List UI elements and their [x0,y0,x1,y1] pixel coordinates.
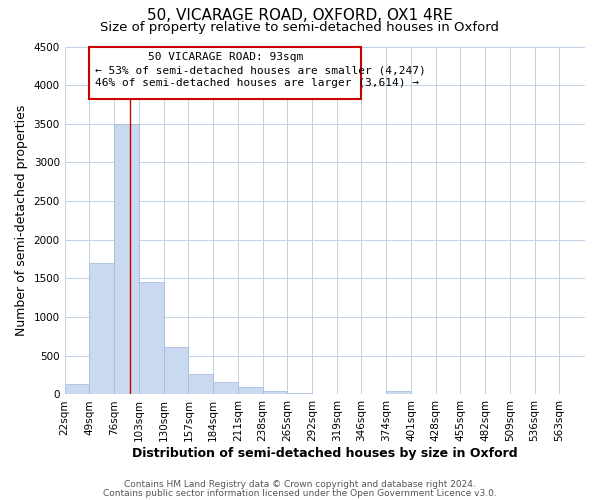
Bar [65,384,89,394]
Bar [188,374,213,394]
Bar [238,388,263,394]
Text: 50, VICARAGE ROAD, OXFORD, OX1 4RE: 50, VICARAGE ROAD, OXFORD, OX1 4RE [147,8,453,22]
Bar [89,263,114,394]
Bar [89,48,361,99]
Bar [386,392,411,394]
Bar [287,393,312,394]
Bar [114,124,139,394]
Text: Contains HM Land Registry data © Crown copyright and database right 2024.: Contains HM Land Registry data © Crown c… [124,480,476,489]
Text: Size of property relative to semi-detached houses in Oxford: Size of property relative to semi-detach… [101,21,499,34]
Text: ← 53% of semi-detached houses are smaller (4,247): ← 53% of semi-detached houses are smalle… [95,65,425,75]
Bar [263,391,287,394]
Text: Contains public sector information licensed under the Open Government Licence v3: Contains public sector information licen… [103,488,497,498]
X-axis label: Distribution of semi-detached houses by size in Oxford: Distribution of semi-detached houses by … [132,447,518,460]
Bar [164,346,188,395]
Bar [139,282,164,395]
Y-axis label: Number of semi-detached properties: Number of semi-detached properties [15,105,28,336]
Text: 50 VICARAGE ROAD: 93sqm: 50 VICARAGE ROAD: 93sqm [148,52,303,62]
Bar [213,382,238,394]
Text: 46% of semi-detached houses are larger (3,614) →: 46% of semi-detached houses are larger (… [95,78,419,88]
